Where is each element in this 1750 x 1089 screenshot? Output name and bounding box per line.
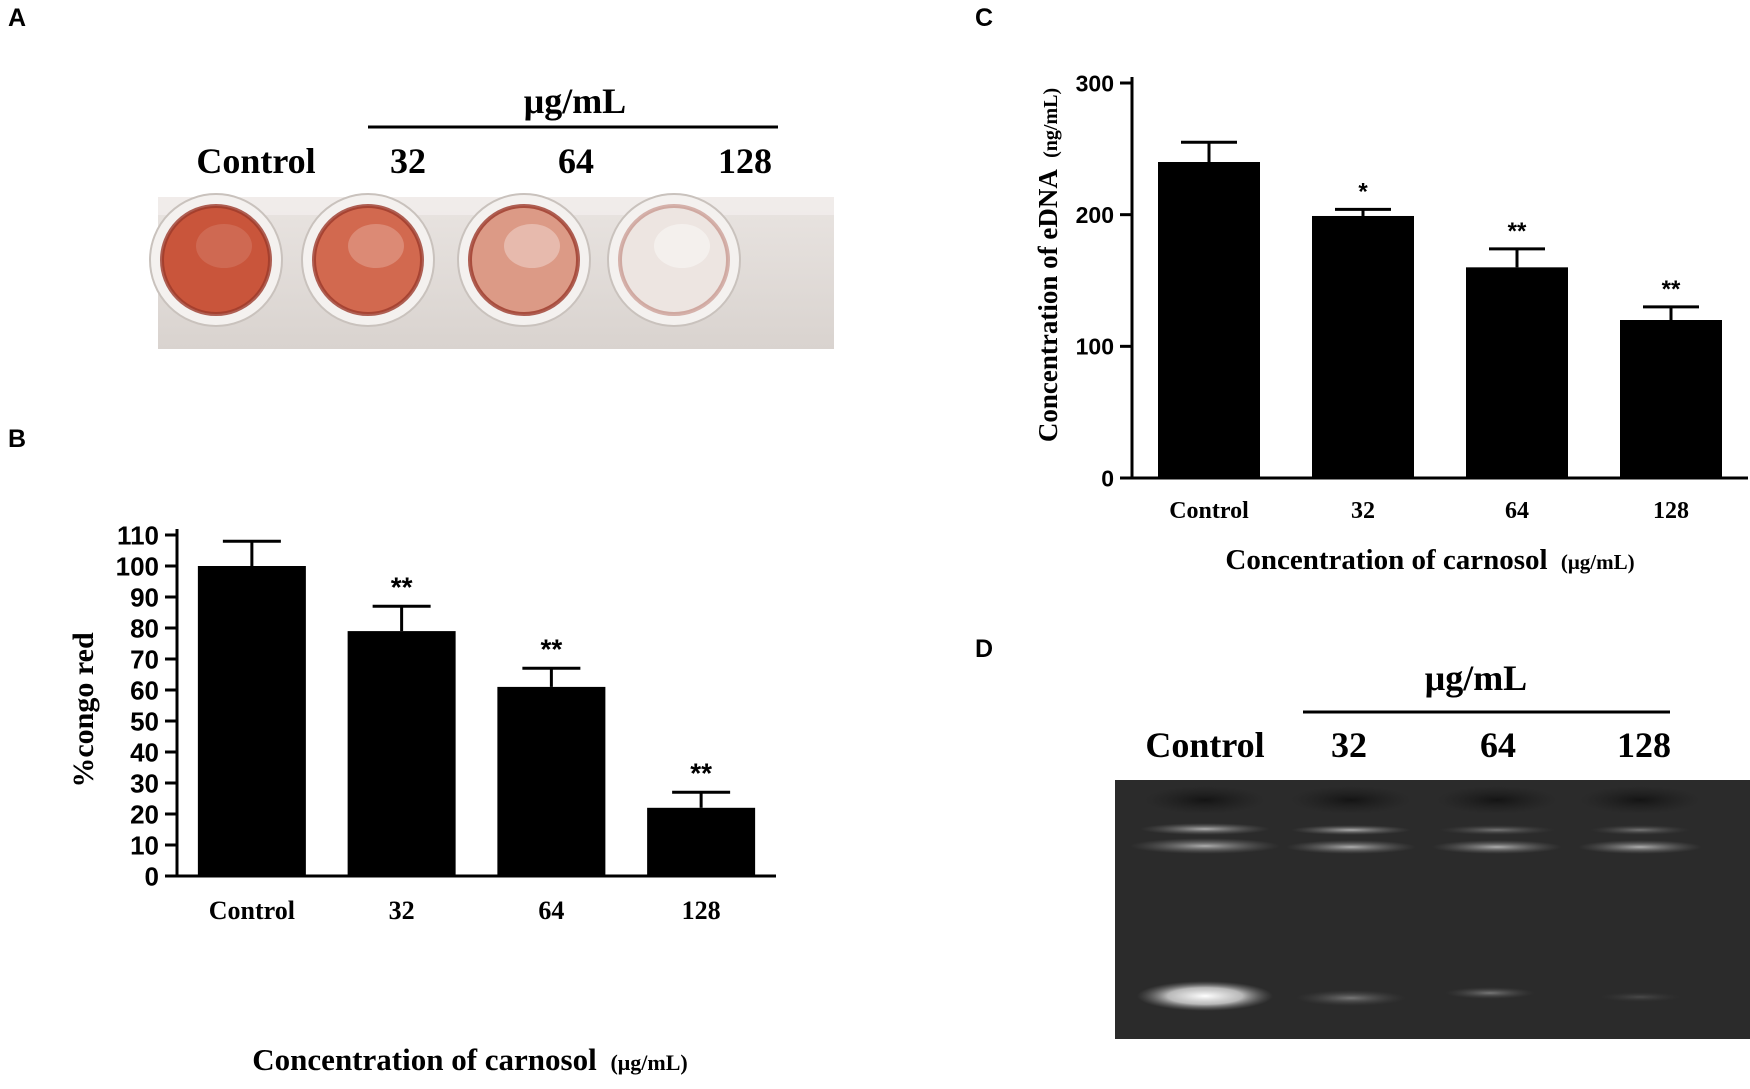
x-tick-label: 64 xyxy=(1505,498,1529,524)
bar xyxy=(497,686,606,876)
gel-band xyxy=(1130,823,1280,854)
y-tick-label: 60 xyxy=(130,675,159,705)
x-axis-title: Concentration of carnosol (μg/mL) xyxy=(1225,544,1634,576)
gel-band xyxy=(1600,992,1680,1002)
significance-marker: ** xyxy=(540,633,562,664)
gel-band xyxy=(1286,825,1416,854)
x-axis-title-text: Concentration of carnosol xyxy=(252,1042,597,1077)
significance-marker: ** xyxy=(690,757,712,788)
y-tick-label: 100 xyxy=(116,551,159,581)
significance-marker: * xyxy=(1358,178,1368,205)
y-tick-label: 20 xyxy=(130,799,159,829)
y-tick-label: 110 xyxy=(117,520,159,550)
bar xyxy=(1312,215,1414,478)
y-axis-title: %congo red xyxy=(67,632,100,788)
x-axis-title-unit: (μg/mL) xyxy=(610,1050,687,1075)
x-tick-label: Control xyxy=(1169,498,1249,524)
bar xyxy=(647,807,756,876)
gel-unit-label: μg/mL xyxy=(1425,658,1527,698)
x-tick-label: 128 xyxy=(682,896,721,925)
y-tick-label: 0 xyxy=(145,861,159,891)
well xyxy=(607,193,741,327)
well xyxy=(149,193,283,327)
y-tick-label: 70 xyxy=(130,644,159,674)
bar xyxy=(1466,267,1568,478)
x-tick-label: 32 xyxy=(389,896,415,925)
photo-lane-label: 64 xyxy=(558,141,594,181)
gel-band xyxy=(1296,990,1406,1006)
x-axis-title: Concentration of carnosol (μg/mL) xyxy=(252,1042,687,1077)
y-tick-label: 100 xyxy=(1076,334,1114,360)
gel-band xyxy=(1445,987,1535,999)
y-tick-label: 50 xyxy=(130,706,159,736)
gel-band xyxy=(1432,825,1562,854)
chart-c: 0 100 200 300 Control * 32 ** 64 ** 128 Concentrat… xyxy=(1033,70,1748,576)
panel-letter-b: B xyxy=(8,425,27,453)
bar xyxy=(1620,320,1722,478)
x-tick-label: 128 xyxy=(1653,498,1689,524)
x-tick-label: Control xyxy=(209,896,295,925)
y-tick-label: 10 xyxy=(130,830,159,860)
panel-d-gel: μg/mL Control 32 64 128 xyxy=(1115,658,1750,1039)
gel-lane-label: Control xyxy=(1145,725,1264,765)
photo-lane-label: 128 xyxy=(718,141,772,181)
x-axis-title-text: Concentration of carnosol xyxy=(1225,544,1547,576)
photo-lane-label: Control xyxy=(196,141,315,181)
well-row xyxy=(149,193,741,327)
panel-a-photo: μg/mL Control 32 64 128 xyxy=(149,81,834,349)
panel-letter-a: A xyxy=(8,4,27,32)
y-tick-label: 80 xyxy=(130,613,159,643)
significance-marker: ** xyxy=(1662,276,1681,303)
gel-lane-label: 128 xyxy=(1617,725,1671,765)
y-tick-label: 40 xyxy=(130,737,159,767)
x-axis-title-unit: (μg/mL) xyxy=(1561,550,1635,574)
significance-marker: ** xyxy=(391,571,413,602)
well xyxy=(301,193,435,327)
y-axis-title-unit: (ng/mL) xyxy=(1040,88,1062,158)
y-tick-label: 300 xyxy=(1076,70,1114,96)
y-tick-label: 0 xyxy=(1101,465,1114,491)
panel-letter-c: C xyxy=(975,4,994,32)
well xyxy=(457,193,591,327)
x-tick-label: 32 xyxy=(1351,498,1375,524)
photo-unit-label: μg/mL xyxy=(524,81,626,121)
x-tick-label: 64 xyxy=(538,896,564,925)
significance-marker: ** xyxy=(1508,218,1527,245)
y-tick-label: 200 xyxy=(1076,202,1114,228)
gel-lane-label: 64 xyxy=(1480,725,1516,765)
y-tick-label: 30 xyxy=(130,768,159,798)
bar xyxy=(1158,162,1260,478)
gel-band xyxy=(1137,981,1273,1011)
bar xyxy=(347,631,456,876)
y-axis-title-text: Concentration of eDNA xyxy=(1033,169,1063,442)
photo-lane-label: 32 xyxy=(390,141,426,181)
gel-lane-label: 32 xyxy=(1331,725,1367,765)
y-tick-label: 90 xyxy=(130,582,159,612)
y-axis-title: Concentration of eDNA (ng/mL) xyxy=(1033,88,1063,442)
panel-letter-d: D xyxy=(975,635,994,663)
bar xyxy=(197,566,306,876)
gel-band xyxy=(1578,825,1702,854)
